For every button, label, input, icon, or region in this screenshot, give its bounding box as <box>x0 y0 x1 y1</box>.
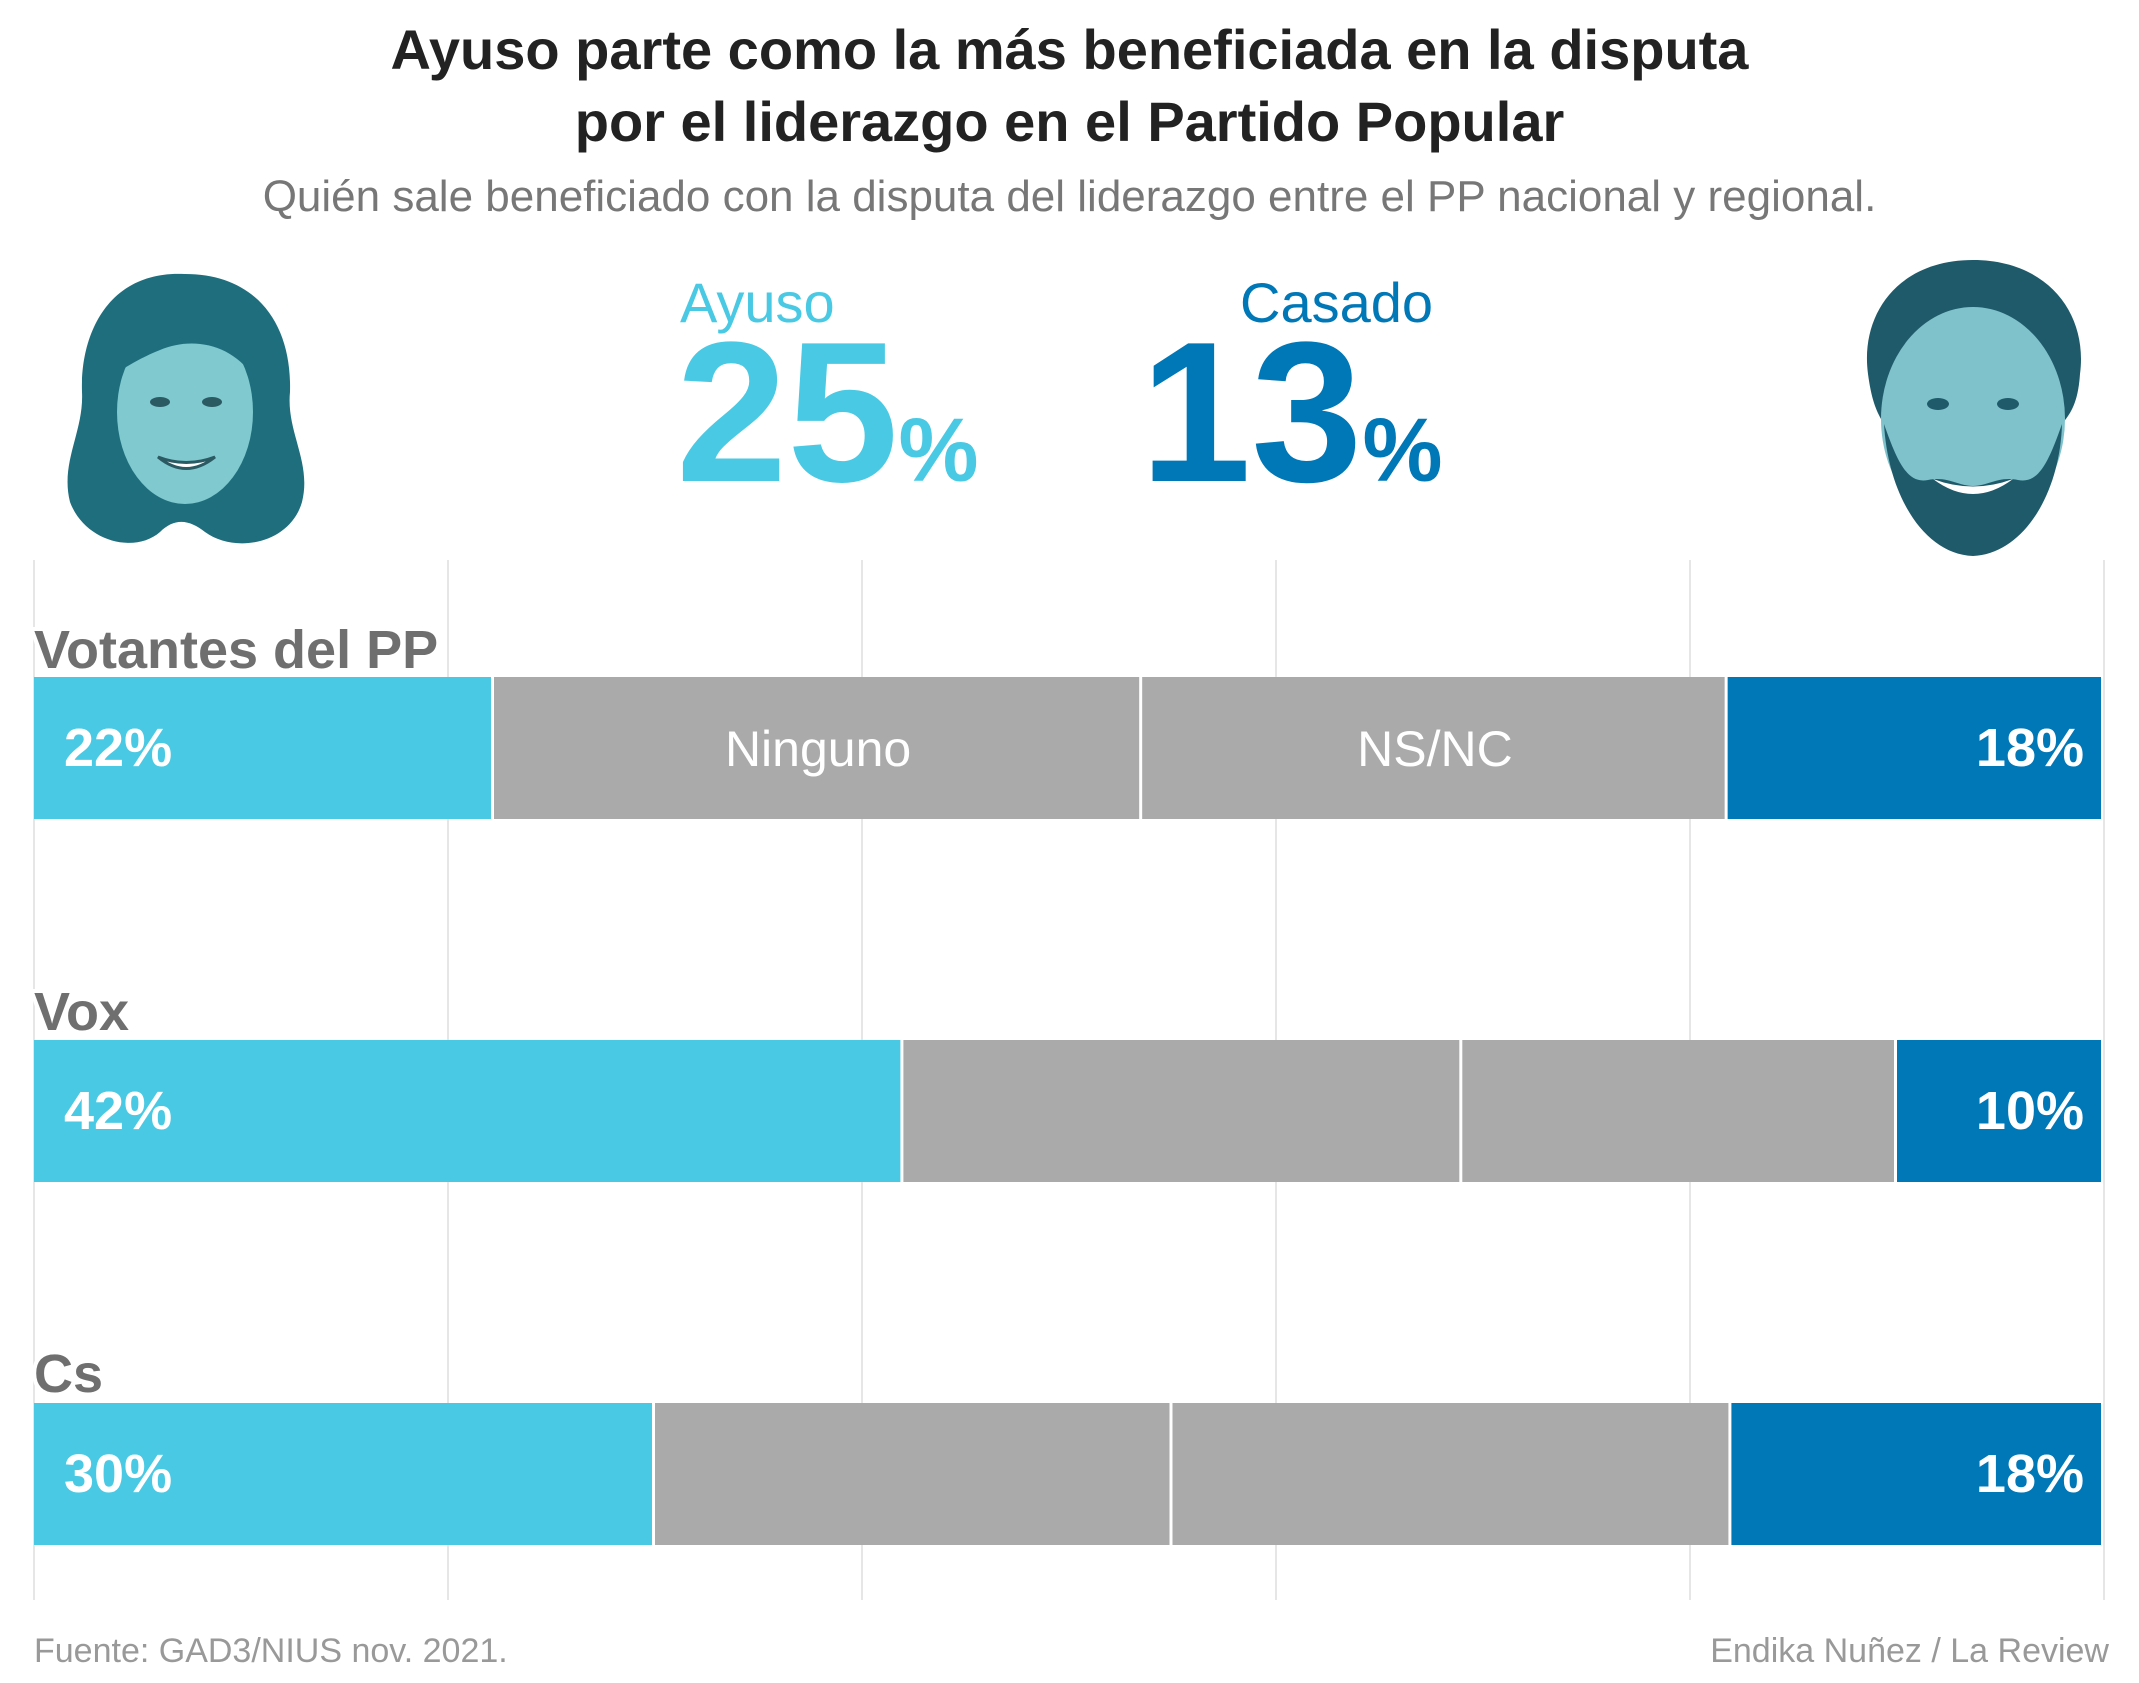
data-label: 42% <box>64 1081 172 1141</box>
data-label: 10% <box>1976 1081 2084 1141</box>
bar-segment <box>903 1040 1460 1182</box>
casado-name: Casado <box>1240 271 1434 334</box>
casado-highlight: Casado 13% <box>1120 270 1500 520</box>
chart-title: Ayuso parte como la más beneficiada en l… <box>0 14 2139 158</box>
data-label: 30% <box>64 1444 172 1504</box>
data-label: 18% <box>1976 1444 2084 1504</box>
bar-segment <box>34 1040 901 1182</box>
ayuso-value: 25% <box>640 313 1056 513</box>
credit-note: Endika Nuñez / La Review <box>1710 1632 2109 1670</box>
title-line-2: por el liderazgo en el Partido Popular <box>574 90 1565 153</box>
ayuso-value-number: 25 <box>676 301 899 524</box>
data-label: 18% <box>1976 718 2084 778</box>
bar-segment <box>34 1403 652 1545</box>
bar-segment <box>34 677 491 819</box>
data-label: 22% <box>64 718 172 778</box>
bar-segment <box>1731 1403 2101 1545</box>
source-note: Fuente: GAD3/NIUS nov. 2021. <box>34 1632 508 1670</box>
bar-segment <box>655 1403 1170 1545</box>
casado-value-number: 13 <box>1140 301 1363 524</box>
bar-segment <box>1727 677 2101 819</box>
casado-value: 13% <box>1120 313 1520 513</box>
category-label: Cs <box>34 1344 103 1404</box>
ayuso-portrait-icon <box>67 273 305 544</box>
bar-segment <box>494 677 1140 819</box>
casado-portrait-icon <box>1866 260 2082 556</box>
ayuso-value-unit: % <box>898 401 979 501</box>
title-line-1: Ayuso parte como la más beneficiada en l… <box>390 18 1749 81</box>
data-label: Ninguno <box>725 721 911 777</box>
data-label: NS/NC <box>1357 721 1513 777</box>
ayuso-highlight: Ayuso 25% <box>640 270 1020 520</box>
stacked-bar-chart: 22% Ninguno NS/NC 18% Votantes del PP 42% 10% V… <box>30 560 2105 1600</box>
casado-value-unit: % <box>1362 401 1443 501</box>
ayuso-name: Ayuso <box>680 271 835 334</box>
bar-segment <box>1462 1040 1894 1182</box>
bar-segment <box>1172 1403 1729 1545</box>
bar-segment <box>1897 1040 2101 1182</box>
bar-segment <box>1142 677 1725 819</box>
chart-subtitle: Quién sale beneficiado con la disputa de… <box>262 172 1877 221</box>
category-label: Votantes del PP <box>34 620 438 680</box>
category-label: Vox <box>34 982 129 1042</box>
